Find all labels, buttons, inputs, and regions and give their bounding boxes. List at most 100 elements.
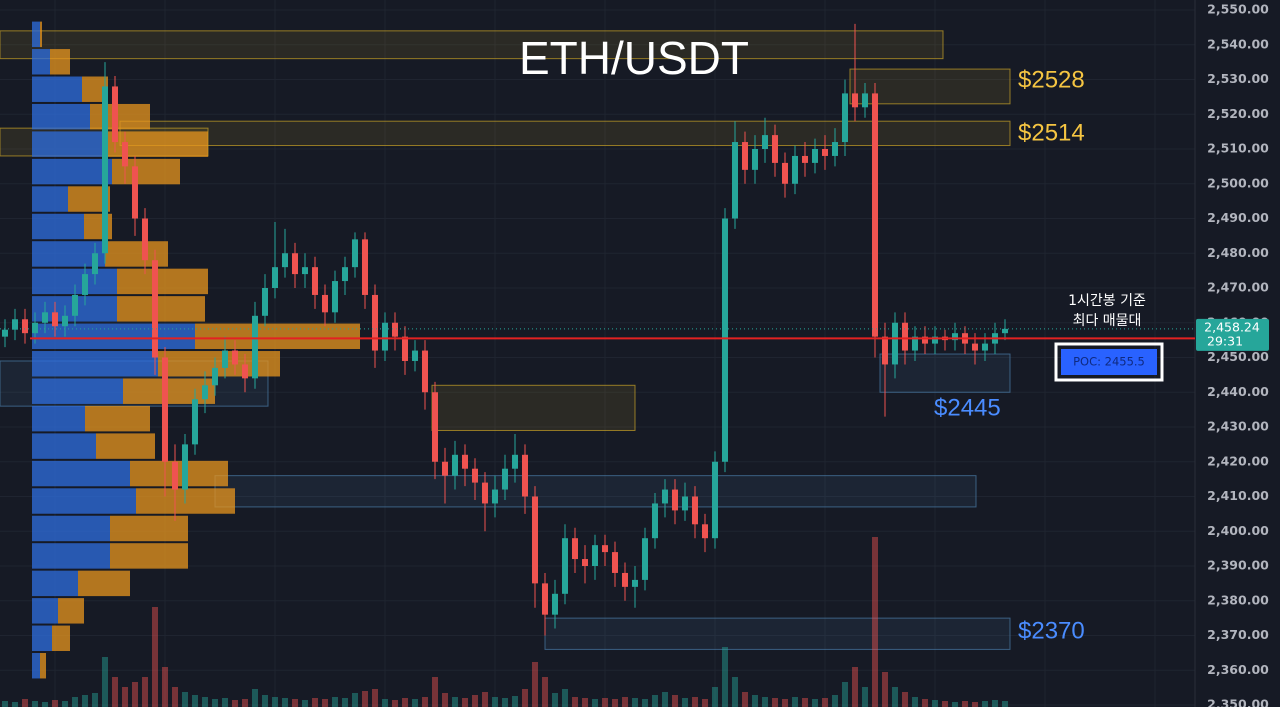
profile-sell: [78, 570, 130, 597]
profile-buy: [32, 543, 110, 569]
candle-body: [902, 322, 908, 351]
candle-body: [182, 444, 188, 490]
profile-buy: [32, 131, 105, 157]
profile-sell: [90, 103, 150, 130]
volume-bar: [412, 699, 418, 707]
profile-buy: [32, 598, 58, 624]
profile-buy: [32, 405, 85, 432]
y-tick-label: 2,410.00: [1207, 488, 1269, 503]
candle-body: [22, 319, 28, 334]
candle-body: [452, 454, 458, 476]
chart-title: ETH/USDT: [519, 32, 749, 84]
candle-body: [582, 559, 588, 566]
volume-bar: [662, 692, 668, 707]
profile-buy: [32, 49, 50, 75]
candle-body: [822, 149, 828, 156]
candle-body: [662, 489, 668, 504]
volume-bar: [762, 697, 768, 707]
volume-bar: [122, 687, 128, 707]
volume-bar: [902, 692, 908, 707]
volume-bar: [632, 698, 638, 707]
volume-bar: [22, 699, 28, 707]
candle-body: [952, 333, 958, 341]
y-tick-label: 2,520.00: [1207, 106, 1269, 121]
volume-bar: [462, 698, 468, 707]
volume-bar: [792, 697, 798, 707]
volume-bar: [32, 701, 38, 707]
volume-bar: [592, 699, 598, 707]
candle-body: [572, 538, 578, 560]
volume-bar: [652, 695, 658, 707]
profile-sell: [117, 268, 208, 295]
candle-body: [282, 253, 288, 268]
y-tick-label: 2,360.00: [1207, 662, 1269, 677]
candle-body: [52, 312, 58, 327]
price-zone: [0, 30, 944, 60]
price-zone: [544, 617, 1011, 650]
volume-bar: [1002, 701, 1008, 707]
candle-body: [772, 135, 778, 163]
profile-sell: [58, 598, 84, 624]
volume-bar: [222, 698, 228, 707]
candle-body: [32, 322, 38, 334]
profile-sell: [130, 460, 228, 487]
candle-body: [82, 274, 88, 295]
candle-body: [552, 593, 558, 615]
profile-sell: [96, 433, 155, 459]
volume-bar: [482, 692, 488, 707]
volume-bar: [312, 698, 318, 707]
candle-body: [322, 294, 328, 313]
y-tick-label: 2,400.00: [1207, 523, 1269, 538]
profile-buy: [32, 625, 52, 652]
volume-bar: [972, 702, 978, 707]
volume-bar: [302, 700, 308, 707]
volume-bar: [472, 695, 478, 707]
volume-bar: [542, 677, 548, 707]
volume-bar: [622, 697, 628, 707]
profile-buy: [32, 488, 136, 514]
candle-body: [302, 267, 308, 275]
candle-body: [692, 496, 698, 525]
volume-bar: [602, 698, 608, 707]
candle-body: [602, 545, 608, 553]
profile-sell: [85, 405, 150, 432]
volume-bar: [782, 699, 788, 707]
candle-body: [332, 281, 338, 313]
volume-bar: [442, 693, 448, 707]
volume-bar: [812, 699, 818, 707]
candle-body: [922, 336, 928, 344]
candle-body: [842, 93, 848, 143]
candle-body: [112, 86, 118, 143]
volume-bar: [172, 687, 178, 707]
candle-body: [312, 267, 318, 295]
profile-sell: [40, 653, 46, 679]
candle-body: [102, 86, 108, 254]
y-tick-label: 2,370.00: [1207, 627, 1269, 642]
candle-body: [482, 482, 488, 504]
candle-body: [542, 583, 548, 615]
profile-sell: [158, 351, 280, 377]
candle-body: [422, 350, 428, 393]
y-tick-label: 2,380.00: [1207, 592, 1269, 607]
volume-bar: [742, 692, 748, 707]
volume-bar: [582, 698, 588, 707]
volume-bar: [522, 689, 528, 707]
candle-body: [462, 454, 468, 469]
candle-body: [872, 93, 878, 337]
candle-body: [752, 149, 758, 170]
volume-bar: [912, 697, 918, 707]
profile-buy: [32, 570, 78, 597]
candle-body: [932, 336, 938, 344]
y-tick-label: 2,550.00: [1207, 2, 1269, 17]
candle-body: [342, 267, 348, 282]
candle-body: [512, 454, 518, 469]
volume-bar: [822, 698, 828, 707]
candle-body: [172, 461, 178, 490]
volume-bar: [942, 701, 948, 707]
volume-bar: [552, 693, 558, 707]
candle-body: [232, 350, 238, 365]
candle-body: [402, 336, 408, 361]
volume-bar: [372, 689, 378, 707]
price-zone: [119, 120, 1011, 147]
